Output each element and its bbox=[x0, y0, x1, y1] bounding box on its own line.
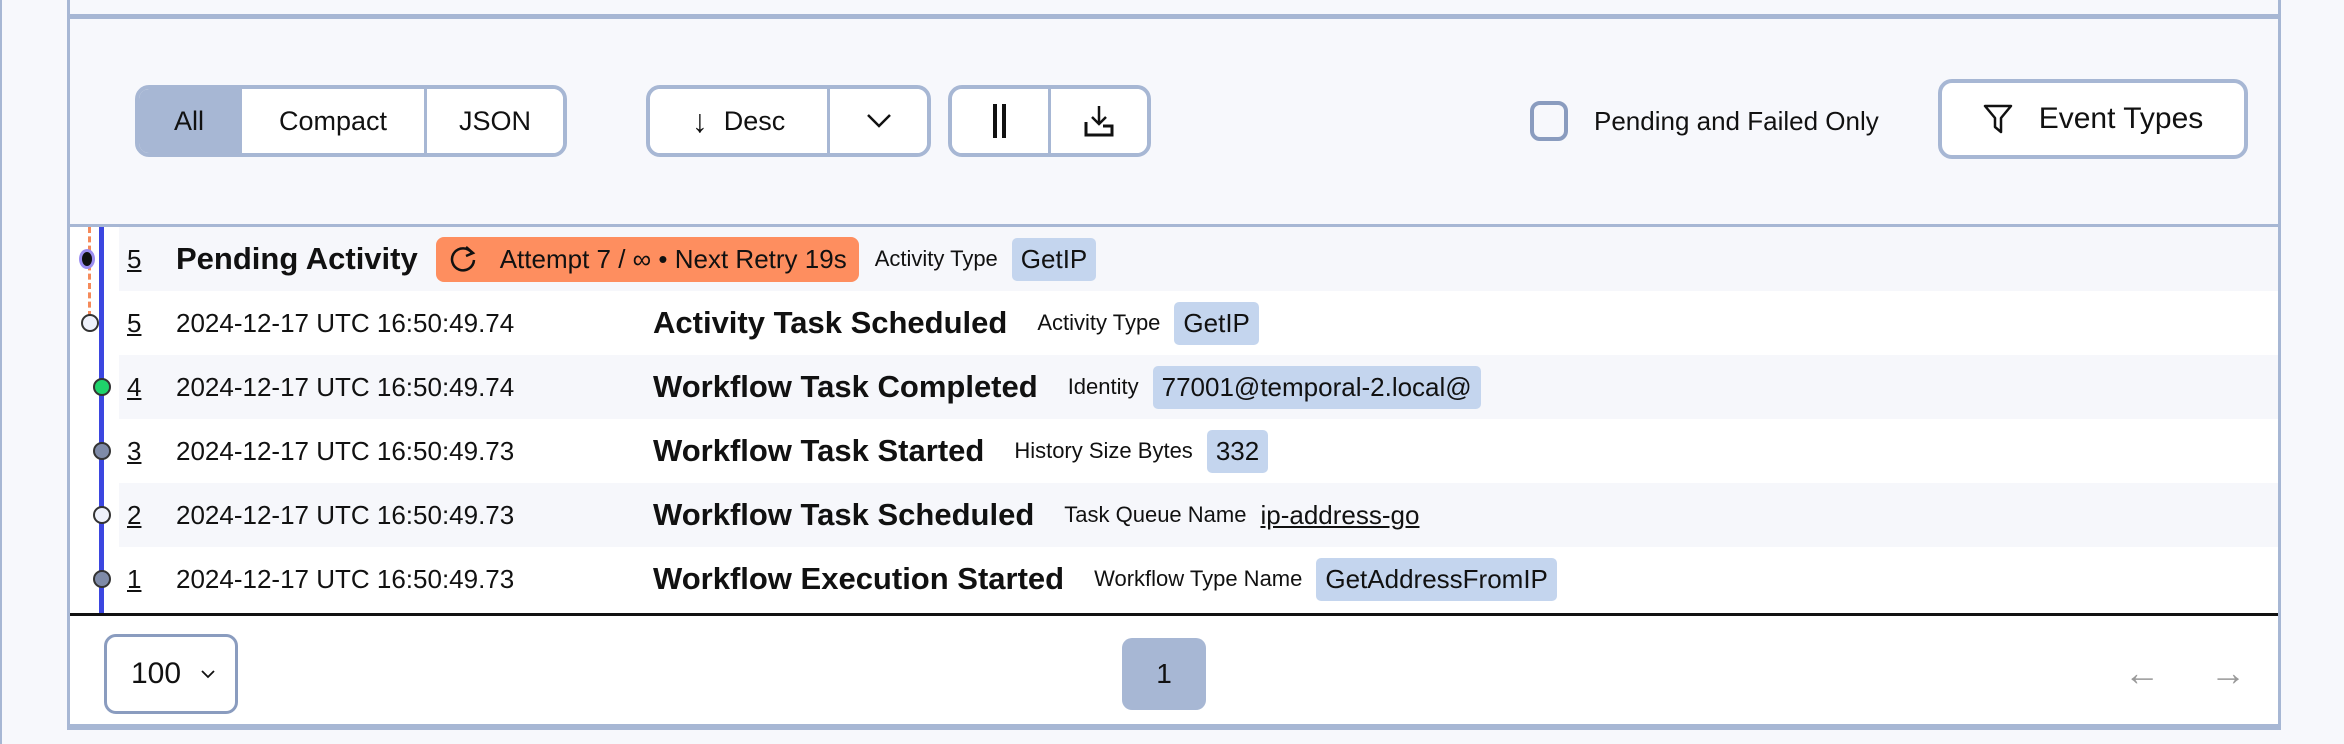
page-size-select[interactable]: 100 bbox=[104, 634, 238, 714]
view-all-button[interactable]: All bbox=[139, 89, 242, 153]
event-timestamp: 2024-12-17 UTC 16:50:49.73 bbox=[176, 499, 515, 530]
download-icon bbox=[1084, 106, 1114, 137]
event-timestamp: 2024-12-17 UTC 16:50:49.73 bbox=[176, 435, 515, 466]
task-queue-link[interactable]: ip-address-go bbox=[1260, 499, 1420, 530]
event-dot-icon bbox=[93, 506, 111, 524]
event-id-link[interactable]: 4 bbox=[127, 371, 142, 402]
pagination-footer: 100 1 ← → bbox=[70, 613, 2278, 724]
event-list: 5 Pending Activity Attempt 7 / ∞ • Next … bbox=[70, 227, 2278, 613]
view-compact-button[interactable]: Compact bbox=[242, 89, 427, 153]
attr-value: GetAddressFromIP bbox=[1316, 557, 1557, 601]
event-row[interactable]: 2 2024-12-17 UTC 16:50:49.73 Workflow Ta… bbox=[93, 483, 2278, 547]
pending-failed-checkbox[interactable] bbox=[1530, 101, 1568, 141]
prev-page-icon[interactable]: ← bbox=[2124, 652, 2160, 693]
attr-label: Activity Type bbox=[874, 246, 998, 271]
view-mode-toggle: All Compact JSON bbox=[135, 85, 567, 157]
event-id-link[interactable]: 3 bbox=[127, 435, 142, 466]
page-edge bbox=[0, 0, 2, 744]
event-row[interactable]: 4 2024-12-17 UTC 16:50:49.74 Workflow Ta… bbox=[93, 355, 2278, 419]
event-name: Workflow Task Started bbox=[653, 433, 985, 468]
sort-label: Desc bbox=[723, 105, 786, 136]
event-name: Workflow Task Completed bbox=[653, 369, 1038, 404]
view-json-button[interactable]: JSON bbox=[427, 89, 563, 153]
retry-text: Attempt 7 / ∞ • Next Retry 19s bbox=[499, 243, 847, 274]
timeline-line bbox=[99, 227, 104, 613]
attr-label: History Size Bytes bbox=[1014, 438, 1193, 463]
attr-value: 77001@temporal-2.local@ bbox=[1152, 365, 1481, 409]
attr-label: Task Queue Name bbox=[1064, 502, 1247, 527]
event-types-label: Event Types bbox=[2038, 102, 2204, 135]
pause-button[interactable] bbox=[952, 89, 1051, 153]
event-name: Activity Task Scheduled bbox=[653, 305, 1008, 340]
event-dot-icon bbox=[93, 442, 111, 460]
attr-value: GetIP bbox=[1011, 237, 1097, 281]
event-row[interactable]: 3 2024-12-17 UTC 16:50:49.73 Workflow Ta… bbox=[93, 419, 2278, 483]
pending-failed-label[interactable]: Pending and Failed Only bbox=[1594, 106, 1879, 136]
event-id-link[interactable]: 1 bbox=[127, 563, 142, 594]
event-types-button[interactable]: Event Types bbox=[1938, 79, 2248, 159]
attr-label: Workflow Type Name bbox=[1094, 566, 1303, 591]
attr-label: Activity Type bbox=[1037, 310, 1161, 335]
event-toolbar: All Compact JSON ↓ Desc Pending and Fail… bbox=[70, 14, 2278, 227]
pending-activity-row[interactable]: 5 Pending Activity Attempt 7 / ∞ • Next … bbox=[79, 227, 2278, 291]
retry-badge: Attempt 7 / ∞ • Next Retry 19s bbox=[435, 236, 859, 282]
chevron-down-icon bbox=[866, 114, 891, 128]
attr-label: Identity bbox=[1067, 374, 1139, 399]
sort-group: ↓ Desc bbox=[646, 85, 931, 157]
next-page-icon[interactable]: → bbox=[2210, 652, 2246, 693]
pending-timeline-line bbox=[88, 227, 91, 317]
chevron-down-icon bbox=[201, 669, 215, 678]
event-name: Workflow Task Scheduled bbox=[653, 497, 1035, 532]
page-size-value: 100 bbox=[131, 657, 182, 690]
page-1-button[interactable]: 1 bbox=[1122, 638, 1206, 710]
sort-dropdown-button[interactable] bbox=[830, 89, 927, 153]
event-row[interactable]: 1 2024-12-17 UTC 16:50:49.73 Workflow Ex… bbox=[93, 547, 2278, 611]
event-name: Pending Activity bbox=[176, 241, 418, 276]
event-timestamp: 2024-12-17 UTC 16:50:49.73 bbox=[176, 563, 515, 594]
pause-icon bbox=[993, 104, 1006, 138]
attr-value: GetIP bbox=[1174, 301, 1259, 345]
arrow-down-icon: ↓ bbox=[691, 102, 708, 139]
event-id-link[interactable]: 5 bbox=[127, 243, 142, 274]
event-history-panel: All Compact JSON ↓ Desc Pending and Fail… bbox=[67, 0, 2281, 730]
pending-dot-icon bbox=[79, 249, 95, 269]
download-button[interactable] bbox=[1051, 89, 1147, 153]
event-dot-icon bbox=[93, 378, 111, 396]
sort-desc-button[interactable]: ↓ Desc bbox=[650, 89, 830, 153]
attr-value: 332 bbox=[1206, 429, 1269, 473]
retry-icon bbox=[450, 246, 476, 272]
event-dot-icon bbox=[81, 314, 99, 332]
event-id-link[interactable]: 5 bbox=[127, 307, 142, 338]
event-dot-icon bbox=[93, 570, 111, 588]
stream-controls bbox=[948, 85, 1151, 157]
event-id-link[interactable]: 2 bbox=[127, 499, 142, 530]
event-timestamp: 2024-12-17 UTC 16:50:49.74 bbox=[176, 307, 515, 338]
event-row[interactable]: 5 2024-12-17 UTC 16:50:49.74 Activity Ta… bbox=[81, 291, 2278, 355]
filter-icon bbox=[1983, 104, 2012, 134]
event-name: Workflow Execution Started bbox=[653, 561, 1065, 596]
event-timestamp: 2024-12-17 UTC 16:50:49.74 bbox=[176, 371, 515, 402]
